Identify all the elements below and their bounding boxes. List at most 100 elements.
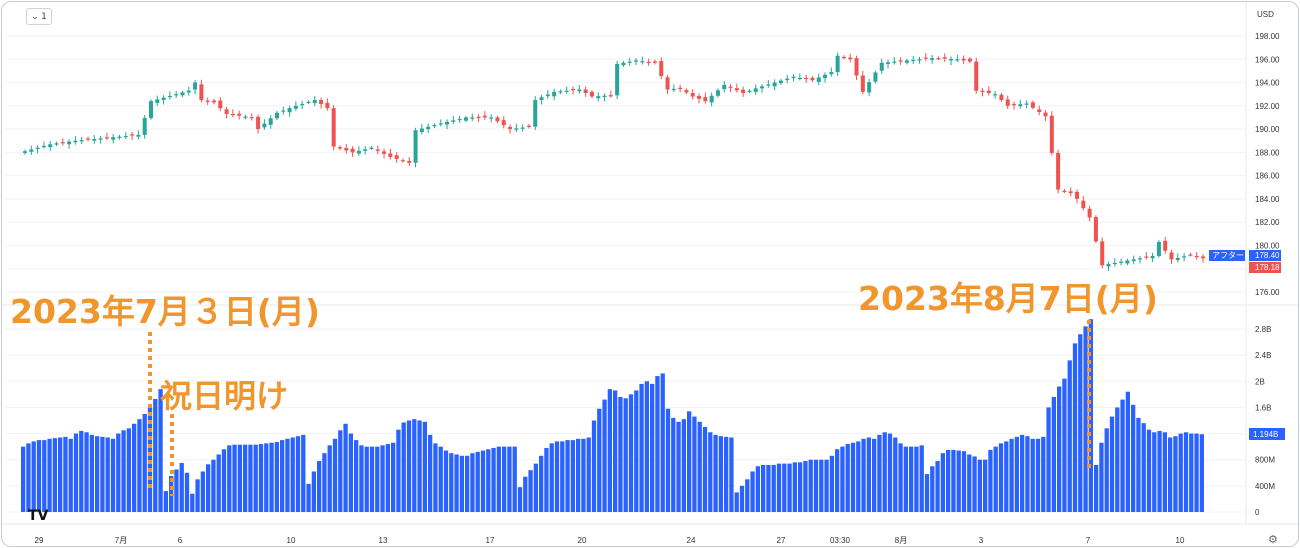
candle-body (325, 102, 330, 109)
volume-bar (940, 453, 945, 512)
candle-body (829, 72, 834, 75)
candle-body (942, 57, 947, 59)
volume-bar (58, 437, 63, 512)
volume-bar (665, 408, 671, 512)
candle-body (98, 138, 103, 140)
volume-bar (174, 469, 179, 512)
volume-bar (655, 376, 660, 512)
volume-bar (89, 434, 94, 512)
volume-bar (549, 443, 554, 512)
volume-bar (227, 445, 232, 512)
volume-bar (116, 433, 121, 512)
time-tick-label: 6 (178, 536, 183, 545)
volume-bar (718, 436, 723, 512)
candle-body (911, 59, 916, 62)
currency-label[interactable]: USD (1257, 10, 1274, 19)
volume-bar (1035, 438, 1041, 512)
volume-bar (840, 446, 845, 512)
volume-bar (1088, 319, 1093, 512)
volume-bar (829, 455, 834, 512)
volume-bar (1025, 436, 1030, 512)
volume-bar (835, 449, 840, 512)
candle-body (186, 90, 191, 93)
interval-label: 1 (41, 11, 47, 22)
volume-bar (1062, 378, 1067, 512)
candle-body (1131, 259, 1136, 262)
candle-body (615, 63, 620, 96)
volume-bar (607, 389, 612, 512)
candle-body (155, 99, 160, 103)
candle-body (23, 151, 27, 153)
candle-body (583, 89, 588, 94)
candle-body (54, 143, 59, 145)
volume-bar (602, 399, 607, 512)
volume-bar (1146, 429, 1152, 512)
price-tick-label: 196.00 (1255, 55, 1280, 64)
time-tick-label: 13 (379, 536, 388, 545)
candle-body (1194, 255, 1199, 258)
volume-bar (21, 446, 26, 512)
volume-bar (42, 440, 47, 512)
volume-bar (761, 464, 766, 512)
time-tick-label: 7 (1086, 536, 1091, 545)
volume-tick-label: 800M (1255, 456, 1275, 465)
volume-bar (95, 436, 100, 512)
candle-body (1163, 240, 1168, 251)
candle-body (571, 88, 576, 91)
volume-bar (813, 459, 819, 512)
volume-bar (443, 450, 449, 512)
candle-body (249, 117, 254, 119)
candle-body (400, 160, 405, 162)
tradingview-logo[interactable]: TV (28, 508, 49, 524)
candle-body (747, 90, 752, 92)
volume-bar (179, 462, 184, 512)
volume-tick-label: 1.6B (1255, 403, 1271, 412)
volume-bar (142, 413, 147, 512)
time-tick-label: 7月 (115, 536, 127, 545)
volume-bar (750, 471, 755, 512)
candle-body (218, 100, 223, 109)
after-hours-price: 178.40 (1255, 251, 1280, 260)
candle-body (577, 89, 582, 92)
candle-body (1100, 241, 1105, 266)
volume-bar (628, 394, 634, 512)
candle-body (85, 138, 90, 140)
candle-body (690, 93, 695, 97)
candle-body (558, 91, 563, 93)
interval-button[interactable]: ⌄ 1 (26, 8, 52, 25)
volume-bar (866, 437, 871, 512)
volume-bar (1173, 436, 1178, 512)
time-tick-label: 24 (687, 536, 696, 545)
candle-body (300, 103, 305, 106)
volume-bar (533, 463, 538, 512)
last-price-badge (1249, 262, 1281, 273)
candle-body (1087, 208, 1092, 218)
candle-body (463, 117, 468, 121)
candle-body (382, 151, 387, 154)
candle-body (274, 112, 279, 119)
volume-bar (914, 446, 919, 512)
volume-bar (639, 383, 644, 512)
volume-bar (644, 381, 649, 512)
volume-bar (507, 446, 512, 512)
volume-bar (850, 442, 856, 512)
volume-tick-label: 0 (1255, 508, 1260, 517)
candle-body (646, 61, 651, 63)
candle-body (237, 113, 242, 116)
volume-bar (163, 491, 168, 512)
candle-body (363, 149, 368, 151)
gear-icon[interactable]: ⚙ (1268, 533, 1278, 546)
volume-bar (380, 445, 385, 512)
volume-bar (782, 463, 787, 512)
volume-bar (52, 438, 57, 512)
volume-bar (560, 441, 565, 512)
volume-bar (967, 454, 972, 512)
volume-bar (36, 440, 42, 512)
candle-body (1081, 200, 1086, 209)
volume-bar (195, 479, 200, 512)
candle-body (104, 137, 109, 139)
candle-body (1056, 152, 1061, 190)
volume-bar (1115, 407, 1120, 512)
volume-bar (935, 461, 940, 512)
